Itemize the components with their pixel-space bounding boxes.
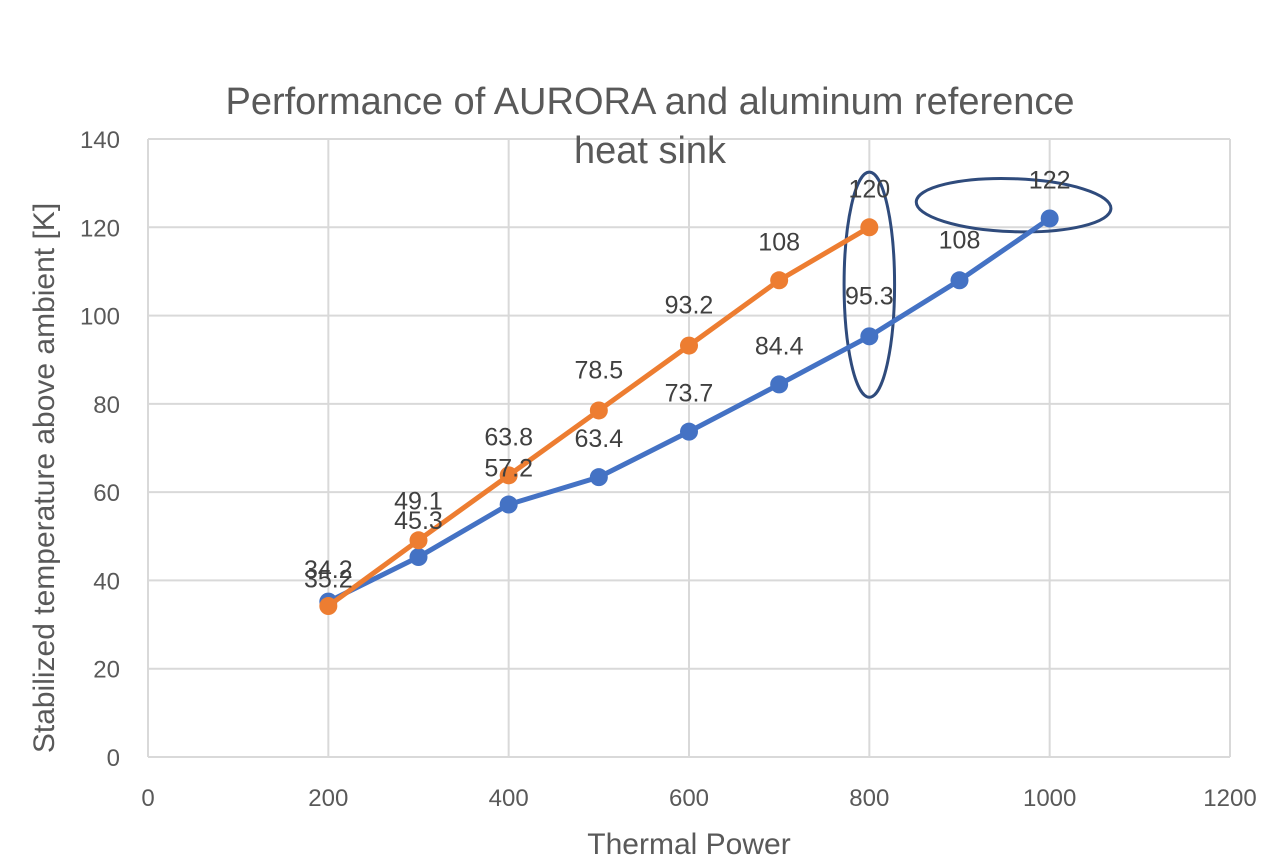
series-0-point xyxy=(680,422,698,441)
series-0-data-label: 108 xyxy=(939,226,981,254)
x-tick-label: 200 xyxy=(308,785,348,812)
x-tick-label: 600 xyxy=(669,785,709,812)
x-axis-title: Thermal Power xyxy=(587,828,790,856)
series-0-point xyxy=(499,495,518,514)
y-tick-label: 40 xyxy=(93,568,120,595)
x-tick-label: 800 xyxy=(849,785,889,812)
series-1-data-label: 78.5 xyxy=(574,356,623,384)
series-0-data-label: 122 xyxy=(1029,166,1071,194)
annotation-layer xyxy=(842,170,1113,399)
series-1-point xyxy=(409,531,428,550)
y-tick-label: 0 xyxy=(107,745,120,772)
series-1-point xyxy=(499,466,518,485)
chart-title-line-2: heat sink xyxy=(574,130,727,172)
tick-layer: 0 20 40 60 80 100 120 140 0 200 400 600 800 1000 1200 xyxy=(80,127,1257,812)
series-1-data-label: 108 xyxy=(758,228,800,256)
series-1-data-label: 49.1 xyxy=(394,487,443,515)
series-1-point xyxy=(860,218,879,237)
series-layer xyxy=(319,209,1059,616)
series-0-point xyxy=(589,468,608,487)
series-0-point xyxy=(409,548,428,567)
highlight-ellipse xyxy=(842,170,897,399)
series-0-point xyxy=(950,271,969,290)
x-tick-label: 1200 xyxy=(1203,785,1256,812)
series-1-point xyxy=(680,336,698,355)
series-0-data-label: 63.4 xyxy=(574,425,623,453)
x-tick-label: 1000 xyxy=(1023,785,1076,812)
series-1-data-label: 120 xyxy=(848,175,890,203)
series-1-data-label: 63.8 xyxy=(484,423,533,451)
data-label-layer: 35.2 45.3 57.2 63.4 73.7 84.4 95.3 108 122 34.2 49… xyxy=(304,166,1071,593)
y-tick-label: 80 xyxy=(93,392,120,419)
series-0-point xyxy=(860,327,879,346)
series-0-data-label: 57.2 xyxy=(484,455,533,483)
series-1-point xyxy=(770,271,789,290)
series-1-point xyxy=(589,401,608,420)
series-0-point xyxy=(1040,209,1059,228)
series-0-data-label: 45.3 xyxy=(394,507,443,535)
chart-title-line-1: Performance of AURORA and aluminum refer… xyxy=(225,81,1074,123)
y-tick-label: 120 xyxy=(80,215,120,242)
highlight-ellipse xyxy=(914,177,1113,234)
x-tick-label: 0 xyxy=(141,785,154,812)
series-1-data-label: 34.2 xyxy=(304,556,353,584)
x-tick-label: 400 xyxy=(489,785,529,812)
series-1-point xyxy=(319,597,338,616)
series-0-data-label: 35.2 xyxy=(304,566,353,594)
y-axis-title: Stabilized temperature above ambient [K] xyxy=(28,203,61,753)
y-tick-label: 140 xyxy=(80,127,120,154)
series-0-data-label: 84.4 xyxy=(755,332,804,360)
grid xyxy=(147,138,1231,758)
y-tick-label: 20 xyxy=(93,657,120,684)
y-tick-label: 100 xyxy=(80,304,120,331)
series-0-point xyxy=(770,375,789,394)
series-0-data-label: 95.3 xyxy=(845,282,894,310)
series-0-data-label: 73.7 xyxy=(665,380,714,408)
series-1-data-label: 93.2 xyxy=(665,292,714,320)
y-tick-label: 60 xyxy=(93,480,120,507)
